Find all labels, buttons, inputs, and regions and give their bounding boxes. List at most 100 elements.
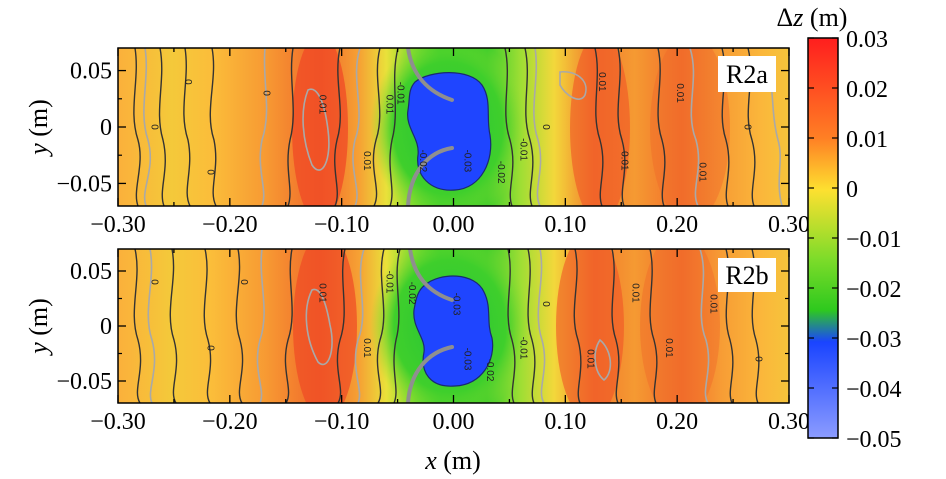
colorbar-title: Δz (m) [777, 3, 848, 32]
contour-label: -0.02 [484, 359, 495, 382]
x-tick-label: 0.20 [656, 409, 698, 435]
contour-line [235, 249, 244, 403]
x-tick-label: 0.10 [544, 212, 586, 238]
panel-r2b-red-band-right [556, 249, 624, 403]
panel-r2a-gray-contours [143, 48, 783, 206]
contour-label: -0.02 [495, 161, 506, 184]
colorbar: Δz (m) 0.03 0.02 0.01 0 −0.01 −0.02 −0.03 −0.04… [777, 3, 902, 453]
y-axis-var-b: y [24, 342, 53, 357]
axes: −0.30 −0.20 −0.10 0.00 0.10 0.20 0.30 0.05 0 −0.0… [56, 48, 810, 435]
y-tick-label: 0 [100, 314, 112, 340]
x-tick-label: 0.10 [544, 409, 586, 435]
contour-label: 0.01 [697, 162, 708, 182]
contour-label: 0 [182, 79, 193, 85]
colorbar-title-var: z [792, 3, 803, 32]
x-tick-label: −0.30 [90, 212, 146, 238]
x-tick-label: −0.20 [202, 409, 258, 435]
y-axis-title-a: y (m) [24, 99, 53, 158]
gray-contour [143, 48, 152, 206]
gray-contour [259, 48, 268, 206]
contour-label: 0 [741, 124, 752, 130]
contour-line [287, 48, 294, 206]
y-axis-title-b: y (m) [24, 298, 53, 357]
contour-label: 0.01 [674, 83, 685, 103]
contour-label: -0.03 [462, 348, 473, 371]
contour-line [372, 48, 381, 206]
x-tick-label: 0.30 [768, 409, 810, 435]
panel-r2b-red-band-left [293, 249, 357, 403]
contour-line [617, 48, 626, 206]
panel-r2b-contour-labels: 0 0 0 0.01 0.01 -0.01 -0.02 -0.03 -0.03 -0.02 -0.0… [149, 271, 764, 382]
panel-r2a-tag: R2a [718, 56, 776, 92]
panel-r2b-probes [406, 249, 454, 403]
gray-contour [689, 48, 700, 206]
contour-line [524, 48, 534, 206]
contour-label: 0.01 [316, 283, 327, 303]
x-tick-label: −0.20 [202, 212, 258, 238]
x-tick-label: 0.30 [768, 212, 810, 238]
gray-contour [352, 48, 361, 206]
y-tick-label: −0.05 [56, 171, 112, 197]
x-axis-title: x (m) [424, 446, 481, 475]
contour-line [133, 48, 141, 206]
contour-label: 0 [540, 124, 551, 130]
x-axis-var: x [424, 446, 437, 475]
contour-label: -0.01 [518, 138, 529, 161]
contour-label: 0.01 [383, 95, 394, 115]
contour-label: 0 [540, 301, 551, 307]
y-axis-var-a: y [24, 143, 53, 158]
gray-contour [559, 70, 587, 100]
panel-r2b-field: 0 0 0 0.01 0.01 -0.01 -0.02 -0.03 -0.03 -0.02 -0.0… [118, 249, 789, 403]
contour-label: -0.01 [518, 337, 529, 360]
panel-r2b: 0 0 0 0.01 0.01 -0.01 -0.02 -0.03 -0.03 -0.02 -0.0… [117, 248, 790, 404]
y-axis-unit-b: (m) [24, 298, 53, 342]
colorbar-title-prefix: Δ [777, 3, 794, 32]
panel-r2b-tag-box [718, 258, 776, 292]
contour-label: 0.01 [316, 95, 327, 115]
panel-r2a-red-band-right [570, 48, 630, 206]
colorbar-ticks: 0.03 0.02 0.01 0 −0.01 −0.02 −0.03 −0.04 −0.05 [808, 27, 902, 453]
contour-line [376, 249, 385, 403]
contour-line [657, 48, 666, 206]
panel-r2a-pit-contour [407, 72, 492, 191]
gray-contour [533, 48, 542, 206]
contour-line [169, 249, 178, 403]
colorbar-tick-label: 0.01 [846, 127, 888, 153]
gray-contour [699, 249, 710, 403]
colorbar-tick-label: 0.03 [846, 27, 888, 53]
gray-contour [147, 249, 156, 403]
contour-label: -0.02 [417, 149, 428, 172]
contour-label: -0.03 [451, 293, 462, 316]
contour-line [649, 249, 658, 403]
panel-r2b-pit [413, 275, 493, 387]
contour-label: 0.01 [361, 151, 372, 171]
contour-label: 0.01 [708, 294, 719, 314]
colorbar-tick-label: −0.04 [846, 377, 902, 403]
contour-line [611, 249, 620, 403]
y-tick-label: 0.05 [70, 259, 112, 285]
panel-r2b-tag-text: R2b [725, 261, 768, 290]
panel-r2a-orange-band-right [650, 48, 730, 206]
contour-line [209, 48, 217, 206]
contour-line [133, 249, 142, 403]
panel-r2b-tag: R2b [718, 258, 776, 292]
contour-label: 0 [149, 279, 160, 285]
panel-r2b-pit-contour [413, 275, 494, 387]
x-tick-label: 0.20 [656, 212, 698, 238]
contour-line [393, 249, 401, 403]
gray-contour [305, 288, 333, 366]
panel-r2a-probes [406, 48, 454, 206]
colorbar-title-suffix: (m) [803, 3, 847, 32]
contour-label: 0.01 [585, 349, 596, 369]
contour-line [203, 249, 212, 403]
y-tick-label: 0 [100, 115, 112, 141]
contour-line [334, 48, 341, 206]
contour-label: -0.03 [462, 149, 473, 172]
colorbar-tick-label: −0.05 [846, 427, 902, 453]
gray-contour [256, 249, 265, 403]
contour-line [336, 249, 346, 403]
contour-label: 0 [149, 124, 160, 130]
